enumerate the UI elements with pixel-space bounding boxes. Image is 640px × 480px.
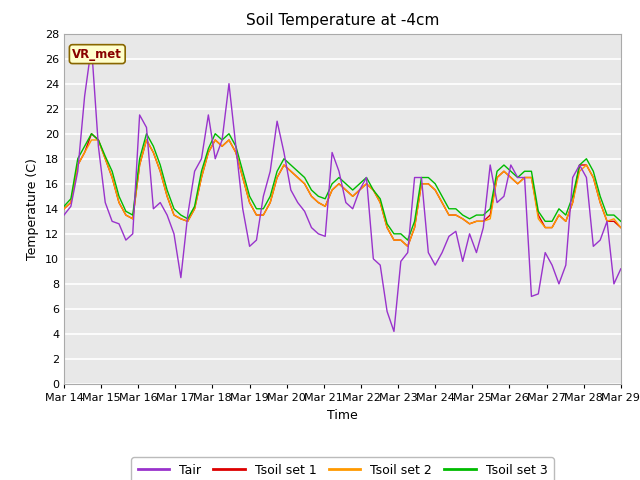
Y-axis label: Temperature (C): Temperature (C) [26,158,39,260]
Text: VR_met: VR_met [72,48,122,60]
Title: Soil Temperature at -4cm: Soil Temperature at -4cm [246,13,439,28]
X-axis label: Time: Time [327,408,358,421]
Legend: Tair, Tsoil set 1, Tsoil set 2, Tsoil set 3: Tair, Tsoil set 1, Tsoil set 2, Tsoil se… [131,457,554,480]
